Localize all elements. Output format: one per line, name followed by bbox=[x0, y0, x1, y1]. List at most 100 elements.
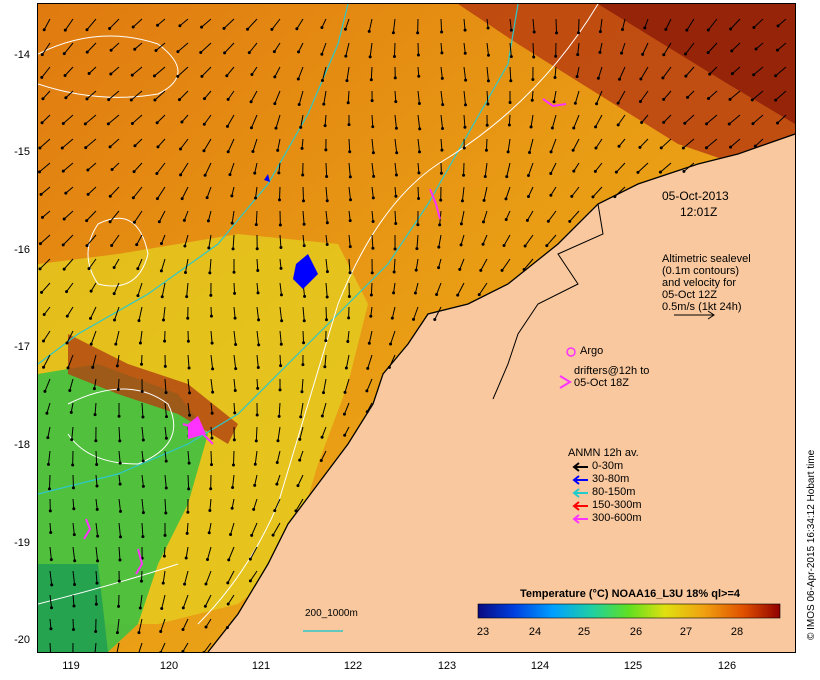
velocity-arrow-head bbox=[416, 31, 420, 35]
velocity-arrow-head bbox=[348, 245, 352, 249]
velocity-arrow bbox=[254, 450, 258, 465]
velocity-arrow bbox=[371, 210, 374, 222]
velocity-arrow bbox=[368, 18, 373, 32]
velocity-arrow-head bbox=[176, 74, 180, 78]
velocity-arrow-head bbox=[483, 175, 487, 179]
velocity-arrow bbox=[531, 90, 534, 101]
velocity-arrow bbox=[325, 282, 328, 297]
velocity-arrow bbox=[486, 90, 489, 105]
velocity-arrow bbox=[509, 66, 512, 81]
velocity-arrow-head bbox=[49, 558, 53, 562]
velocity-arrow-head bbox=[504, 217, 508, 221]
velocity-arrow-head bbox=[95, 507, 99, 511]
velocity-arrow bbox=[161, 282, 166, 297]
velocity-arrow-head bbox=[71, 627, 75, 631]
velocity-arrow-head bbox=[207, 246, 211, 250]
velocity-arrow-head bbox=[112, 292, 116, 296]
velocity-arrow bbox=[614, 186, 626, 198]
velocity-arrow-head bbox=[638, 99, 642, 103]
velocity-arrow-head bbox=[390, 316, 394, 320]
anmn-legend-arrows bbox=[572, 462, 588, 524]
velocity-arrow bbox=[201, 66, 212, 77]
velocity-arrow bbox=[179, 90, 189, 100]
velocity-arrow bbox=[553, 90, 557, 102]
velocity-arrow-head bbox=[325, 199, 329, 203]
velocity-arrow-head bbox=[774, 74, 778, 78]
velocity-arrow-head bbox=[486, 79, 490, 83]
velocity-arrow bbox=[508, 114, 511, 126]
velocity-arrow-head bbox=[416, 223, 420, 227]
velocity-arrow-head bbox=[182, 218, 186, 222]
altimetry-note-line: 05-Oct 12Z bbox=[662, 289, 718, 301]
velocity-arrow-head bbox=[85, 50, 89, 54]
velocity-arrow bbox=[440, 42, 443, 53]
velocity-arrow-head bbox=[598, 30, 602, 34]
velocity-arrow-head bbox=[295, 27, 299, 31]
velocity-arrow bbox=[299, 450, 304, 461]
velocity-arrow bbox=[252, 138, 258, 152]
velocity-arrow-head bbox=[87, 71, 91, 75]
velocity-arrow bbox=[250, 114, 258, 128]
velocity-arrow bbox=[594, 162, 603, 172]
velocity-arrow bbox=[730, 18, 741, 30]
colorbar bbox=[477, 603, 781, 619]
velocity-arrow-head bbox=[41, 215, 45, 219]
velocity-arrow-head bbox=[47, 487, 51, 491]
kimberley-inlets bbox=[492, 203, 604, 400]
velocity-arrow bbox=[85, 114, 97, 125]
velocity-arrow-head bbox=[38, 170, 41, 174]
velocity-arrow bbox=[274, 90, 281, 104]
velocity-arrow bbox=[321, 402, 327, 417]
velocity-arrow-head bbox=[500, 268, 504, 272]
velocity-arrow bbox=[279, 306, 283, 321]
anmn-legend-arrow-head bbox=[572, 488, 580, 498]
velocity-arrow-head bbox=[486, 53, 490, 57]
velocity-arrow bbox=[92, 354, 97, 368]
velocity-arrow-head bbox=[72, 507, 76, 511]
velocity-arrow-head bbox=[233, 291, 237, 295]
velocity-arrow bbox=[118, 450, 121, 464]
drifter-tracks bbox=[83, 98, 567, 575]
velocity-arrow bbox=[343, 402, 350, 415]
colorbar-tick: 24 bbox=[528, 626, 542, 638]
velocity-arrow-head bbox=[226, 602, 230, 606]
velocity-arrow-head bbox=[324, 318, 328, 322]
velocity-arrow-head bbox=[163, 339, 167, 343]
velocity-arrow-head bbox=[249, 126, 253, 130]
x-tick-label: 119 bbox=[62, 660, 80, 672]
velocity-arrow-head bbox=[440, 148, 444, 152]
velocity-arrow bbox=[108, 90, 120, 100]
velocity-arrow bbox=[440, 114, 444, 129]
velocity-arrow bbox=[277, 426, 281, 441]
velocity-arrow-head bbox=[202, 122, 206, 126]
velocity-arrow bbox=[141, 402, 144, 417]
velocity-arrow-head bbox=[662, 120, 666, 124]
velocity-arrow-head bbox=[325, 221, 329, 225]
velocity-arrow-head bbox=[641, 52, 645, 56]
velocity-arrow bbox=[134, 210, 143, 223]
velocity-arrow-head bbox=[62, 267, 66, 271]
velocity-arrow bbox=[157, 186, 166, 199]
velocity-arrow bbox=[501, 258, 511, 271]
velocity-arrow-head bbox=[365, 410, 369, 414]
velocity-arrow-head bbox=[73, 559, 77, 563]
velocity-arrow-head bbox=[227, 558, 231, 562]
velocity-arrow bbox=[110, 66, 120, 75]
velocity-arrow-head bbox=[458, 267, 462, 271]
velocity-arrow-head bbox=[160, 242, 164, 246]
velocity-arrow-head bbox=[208, 509, 212, 513]
velocity-arrow-head bbox=[298, 458, 302, 462]
velocity-arrow bbox=[663, 114, 672, 123]
velocity-arrow bbox=[164, 498, 167, 513]
velocity-arrow bbox=[141, 474, 144, 487]
velocity-arrow bbox=[509, 18, 512, 31]
velocity-arrow-head bbox=[345, 79, 349, 83]
velocity-arrow-head bbox=[549, 172, 553, 176]
velocity-arrow bbox=[90, 330, 97, 345]
velocity-arrow bbox=[72, 498, 75, 509]
velocity-arrow-head bbox=[273, 102, 277, 106]
velocity-arrow bbox=[683, 162, 695, 172]
velocity-arrow-head bbox=[752, 73, 756, 77]
velocity-arrow bbox=[775, 90, 787, 101]
velocity-arrow-head bbox=[706, 28, 710, 32]
